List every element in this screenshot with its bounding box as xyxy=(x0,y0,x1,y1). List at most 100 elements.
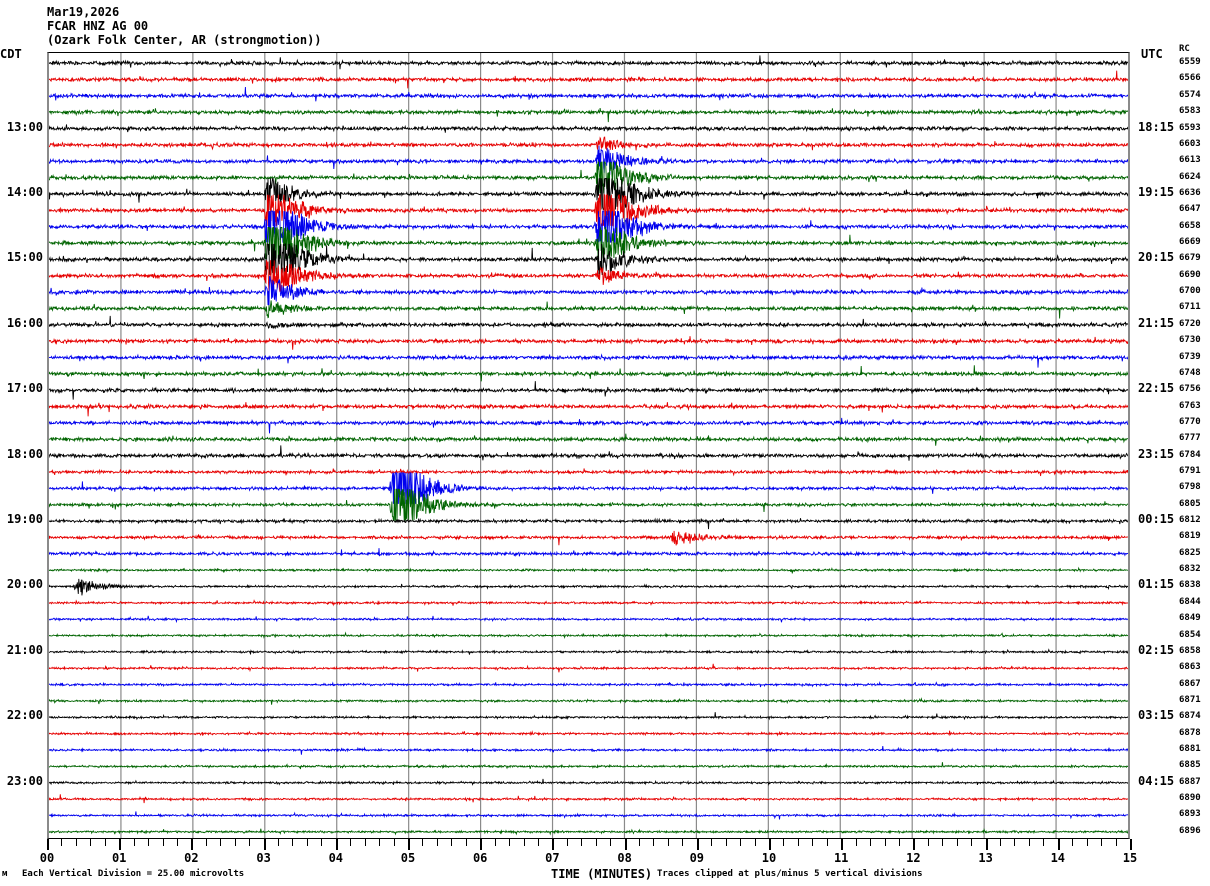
left-time-label: 21:00 xyxy=(6,642,43,657)
right-time-label: 22:15 xyxy=(1138,381,1175,396)
left-timezone-label: CDT xyxy=(0,47,22,61)
right-value-label: 6770 xyxy=(1179,416,1201,427)
seismic-trace xyxy=(49,681,1128,688)
x-tick-major xyxy=(480,839,483,850)
x-tick-minor xyxy=(104,839,106,846)
x-tick-minor xyxy=(321,839,323,846)
seismic-trace xyxy=(49,433,1128,446)
seismic-trace xyxy=(49,315,1128,330)
x-tick-minor xyxy=(725,839,727,846)
x-tick-minor xyxy=(682,839,684,846)
seismic-trace xyxy=(49,402,1128,417)
seismic-trace xyxy=(49,124,1128,133)
x-tick-minor xyxy=(610,839,612,846)
left-time-label: 20:00 xyxy=(6,577,43,592)
x-tick-minor xyxy=(350,839,352,846)
right-value-label: 6603 xyxy=(1179,138,1201,149)
x-tick-label: 01 xyxy=(111,851,127,865)
x-tick-label: 11 xyxy=(833,851,849,865)
x-tick-minor xyxy=(234,839,236,846)
seismic-trace xyxy=(49,762,1128,770)
x-tick-minor xyxy=(595,839,597,846)
x-tick-major xyxy=(263,839,266,850)
right-value-label: 6812 xyxy=(1179,515,1201,526)
x-tick-minor xyxy=(855,839,857,846)
right-value-label: 6896 xyxy=(1179,825,1201,836)
seismic-trace xyxy=(49,260,1128,292)
left-time-label: 16:00 xyxy=(6,315,43,330)
scale-note: Each Vertical Division = 25.00 microvolt… xyxy=(22,869,245,879)
seismic-trace xyxy=(49,730,1128,737)
right-value-label: 6669 xyxy=(1179,237,1201,248)
x-tick-minor xyxy=(523,839,525,846)
seismic-trace xyxy=(49,227,1128,260)
left-time-label: 23:00 xyxy=(6,773,43,788)
right-value-label: 6636 xyxy=(1179,187,1201,198)
x-tick-major xyxy=(913,839,916,850)
x-tick-minor xyxy=(220,839,222,846)
x-tick-minor xyxy=(942,839,944,846)
right-value-label: 6784 xyxy=(1179,449,1201,460)
seismic-trace xyxy=(49,177,1128,210)
x-tick-major xyxy=(1130,839,1132,850)
seismic-trace xyxy=(49,161,1128,194)
seismic-trace xyxy=(49,353,1128,368)
seismic-trace xyxy=(49,794,1128,804)
x-tick-minor xyxy=(436,839,438,846)
x-tick-minor xyxy=(306,839,308,846)
right-value-label: 6867 xyxy=(1179,678,1201,689)
x-tick-minor xyxy=(898,839,900,846)
right-value-label: 6690 xyxy=(1179,269,1201,280)
right-value-label: 6819 xyxy=(1179,531,1201,542)
x-tick-minor xyxy=(451,839,453,846)
helicorder-plot[interactable] xyxy=(47,52,1130,839)
x-tick-minor xyxy=(148,839,150,846)
seismic-trace xyxy=(49,300,1128,319)
x-tick-minor xyxy=(754,839,756,846)
seismic-trace xyxy=(49,70,1128,89)
seismic-trace xyxy=(49,648,1128,655)
x-tick-minor xyxy=(956,839,958,846)
right-value-label: 6798 xyxy=(1179,482,1201,493)
x-tick-label: 00 xyxy=(39,851,55,865)
x-tick-minor xyxy=(90,839,92,846)
x-tick-minor xyxy=(494,839,496,846)
seismic-trace xyxy=(49,210,1128,243)
seismic-trace xyxy=(49,517,1128,530)
x-axis-title: TIME (MINUTES) xyxy=(551,867,653,881)
right-time-label: 20:15 xyxy=(1138,250,1175,265)
seismic-trace xyxy=(49,55,1128,70)
x-tick-major xyxy=(335,839,338,850)
seismic-trace xyxy=(49,108,1128,123)
x-tick-minor xyxy=(581,839,583,846)
right-value-label: 6874 xyxy=(1179,711,1201,722)
x-tick-label: 13 xyxy=(978,851,993,865)
x-tick-minor xyxy=(537,839,539,846)
x-tick-minor xyxy=(379,839,381,846)
right-value-label: 6583 xyxy=(1179,106,1201,117)
right-value-label: 6858 xyxy=(1179,645,1201,656)
x-tick-label: 07 xyxy=(545,851,560,865)
seismogram-canvas xyxy=(49,53,1128,838)
right-time-label: 04:15 xyxy=(1138,773,1175,788)
x-tick-minor xyxy=(783,839,785,846)
seismic-trace xyxy=(49,663,1128,673)
seismic-trace xyxy=(49,599,1128,607)
seismic-trace xyxy=(49,472,1128,504)
x-tick-minor xyxy=(278,839,280,846)
right-value-label: 6825 xyxy=(1179,547,1201,558)
seismic-trace xyxy=(49,136,1128,151)
x-tick-label: 05 xyxy=(400,851,416,865)
x-tick-minor xyxy=(162,839,164,846)
right-value-label: 6700 xyxy=(1179,286,1201,297)
x-tick-minor xyxy=(292,839,294,846)
right-value-label: 6777 xyxy=(1179,433,1201,444)
right-value-label: 6574 xyxy=(1179,89,1201,100)
x-tick-major xyxy=(1057,839,1060,850)
right-value-label: 6624 xyxy=(1179,171,1201,182)
right-timezone-label: UTC xyxy=(1141,47,1163,61)
right-value-label: 6739 xyxy=(1179,351,1201,362)
x-tick-major xyxy=(696,839,699,850)
right-value-label: 6791 xyxy=(1179,465,1201,476)
seismic-trace xyxy=(49,548,1128,558)
